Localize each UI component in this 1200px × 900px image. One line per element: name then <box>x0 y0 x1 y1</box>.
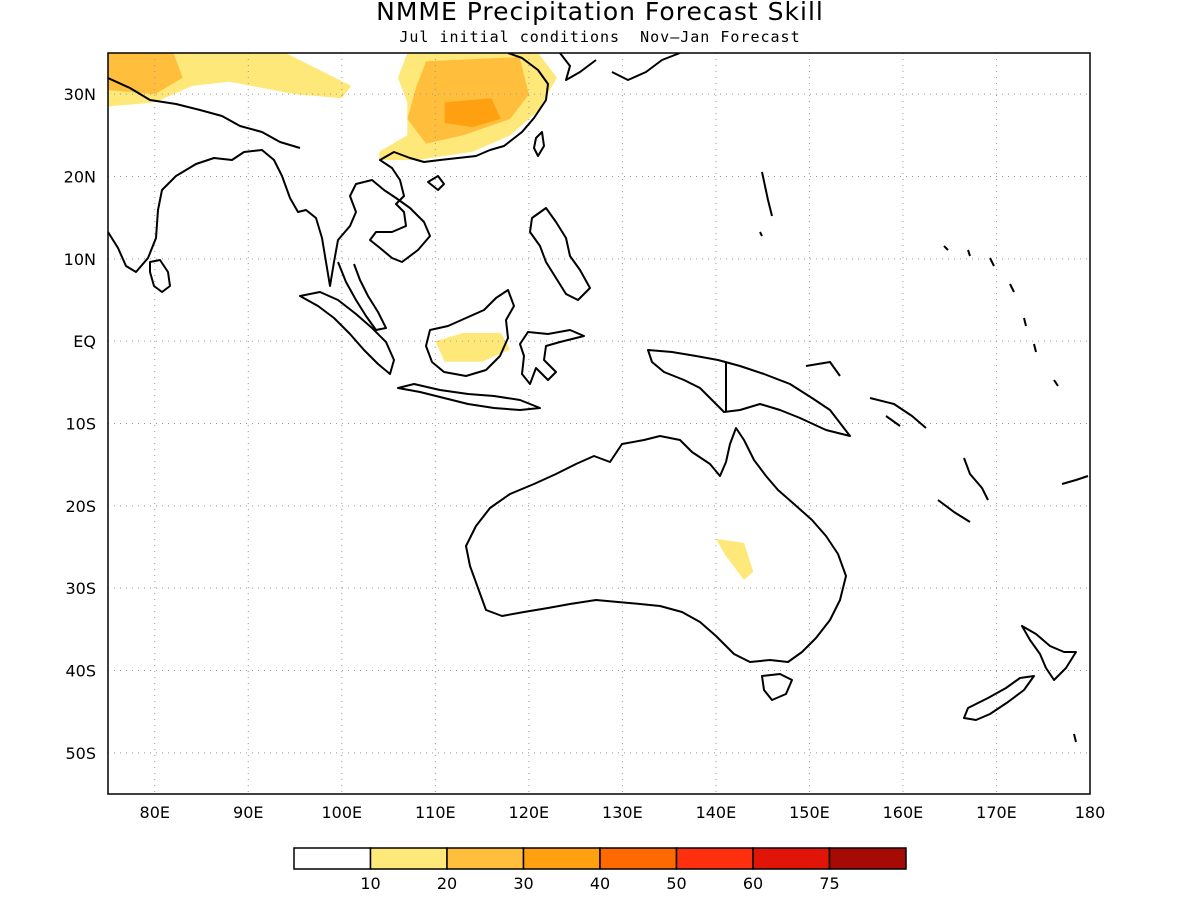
coastline-australia <box>465 427 847 663</box>
coastlines <box>108 53 1089 743</box>
legend-swatch <box>675 847 754 870</box>
lon-tick-label: 170E <box>976 803 1017 822</box>
lon-tick-label: 180 <box>1075 803 1106 822</box>
color-legend: 10 20 30 40 50 60 75 <box>293 847 907 893</box>
coastline-new-zealand-north <box>1021 625 1077 681</box>
lon-tick-label: 140E <box>696 803 737 822</box>
skill-region-5 <box>435 332 511 362</box>
lon-tick-label: 80E <box>140 803 170 822</box>
coastline-malay-peninsula <box>337 261 387 331</box>
skill-region-6 <box>715 538 754 580</box>
coastline-himalaya <box>108 77 301 149</box>
coastline-borneo <box>425 289 515 377</box>
coastline-solomon-islands <box>805 361 927 429</box>
lat-tick-label: 40S <box>65 662 96 681</box>
legend-label: 75 <box>819 874 839 893</box>
coastline-asia-mainland <box>108 53 549 287</box>
skill-region-4 <box>444 98 501 128</box>
coastline-tasmania <box>761 673 793 701</box>
lon-tick-label: 110E <box>415 803 456 822</box>
lat-tick-label: 50S <box>65 744 96 763</box>
lon-tick-label: 150E <box>789 803 830 822</box>
lat-tick-label: 10S <box>65 415 96 434</box>
coastline-java <box>397 383 541 411</box>
lat-tick-label: 20N <box>64 168 96 187</box>
coastline-taiwan <box>533 131 545 157</box>
skill-shading <box>108 53 754 580</box>
coastline-sri-lanka <box>149 259 171 293</box>
legend-swatch <box>828 847 907 870</box>
legend-swatch <box>446 847 525 870</box>
lat-tick-label: EQ <box>73 332 96 351</box>
longitude-axis: 80E 90E 100E 110E 120E 130E 140E 150E 160E 170E 18… <box>140 803 1106 822</box>
legend-label: 10 <box>360 874 380 893</box>
lon-tick-label: 120E <box>509 803 550 822</box>
lat-tick-label: 30N <box>64 85 96 104</box>
lon-tick-label: 100E <box>321 803 362 822</box>
coastline-sulawesi <box>519 329 585 385</box>
legend-swatch <box>752 847 831 870</box>
legend-swatch <box>369 847 448 870</box>
legend-label: 60 <box>743 874 763 893</box>
coastline-new-zealand-south <box>963 675 1035 721</box>
coastline-new-guinea <box>647 349 851 437</box>
legend-label: 30 <box>513 874 533 893</box>
lon-tick-label: 130E <box>602 803 643 822</box>
legend-label: 50 <box>666 874 686 893</box>
lat-tick-label: 20S <box>65 497 96 516</box>
lat-tick-label: 10N <box>64 250 96 269</box>
legend-swatch <box>522 847 601 870</box>
coastline-sumatra <box>299 291 395 375</box>
skill-region-2 <box>108 53 183 95</box>
map-subtitle: Jul initial conditions Nov–Jan Forecast <box>399 28 801 46</box>
plot-frame <box>107 52 1091 795</box>
legend-swatch <box>293 847 372 870</box>
coastline-hainan <box>427 175 445 191</box>
map-title: NMME Precipitation Forecast Skill <box>376 0 824 26</box>
lon-tick-label: 90E <box>233 803 263 822</box>
lon-tick-label: 160E <box>883 803 924 822</box>
graticule <box>108 53 1090 794</box>
legend-label: 40 <box>590 874 610 893</box>
coastline-philippines <box>529 207 591 301</box>
coastline-korea-japan <box>559 53 681 81</box>
legend-label: 20 <box>437 874 457 893</box>
coastline-pacific-islands <box>759 171 1089 743</box>
legend-swatch <box>599 847 678 870</box>
lat-tick-label: 30S <box>65 579 96 598</box>
latitude-axis: 30N 20N 10N EQ 10S 20S 30S 40S 50S <box>64 85 96 763</box>
